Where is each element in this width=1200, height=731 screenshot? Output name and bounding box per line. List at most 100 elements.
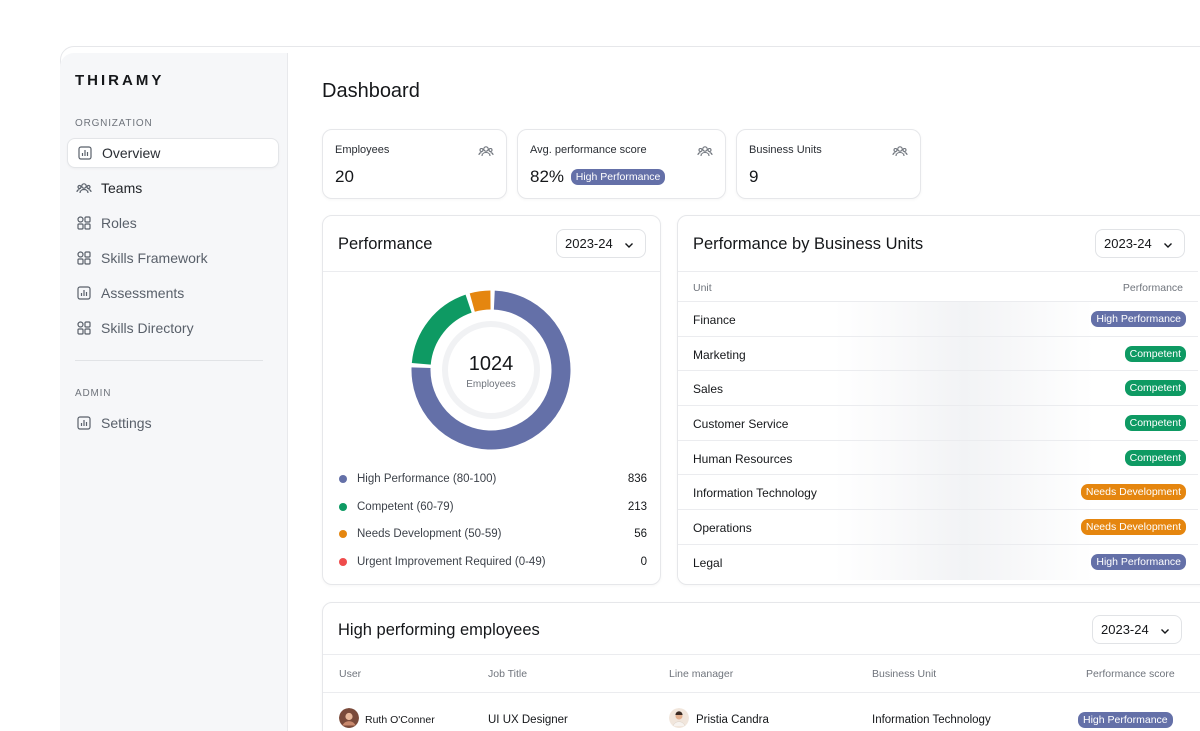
donut-center bbox=[442, 321, 540, 419]
status-badge: High Performance bbox=[1078, 712, 1173, 728]
sidebar-item-label: Overview bbox=[102, 145, 161, 161]
donut-segment-high-performance[interactable] bbox=[411, 290, 571, 450]
chart-icon bbox=[76, 415, 92, 431]
year-select-value: 2023-24 bbox=[1101, 622, 1149, 637]
column-header-user: User bbox=[339, 668, 362, 680]
table-row[interactable]: Customer Service Competent bbox=[678, 406, 1198, 441]
business-unit: Information Technology bbox=[872, 714, 991, 726]
year-select-value: 2023-24 bbox=[1104, 236, 1152, 251]
users-icon bbox=[892, 143, 908, 159]
year-select[interactable]: 2023-24 bbox=[1095, 229, 1185, 258]
business-units-table: Unit Performance Finance High Performanc… bbox=[678, 271, 1198, 580]
avatar[interactable] bbox=[669, 708, 689, 728]
status-badge: High Performance bbox=[1091, 311, 1186, 327]
legend-dot bbox=[339, 530, 347, 538]
sidebar-item-teams[interactable]: Teams bbox=[67, 173, 279, 203]
legend-count: 0 bbox=[640, 556, 647, 568]
sidebar-item-settings[interactable]: Settings bbox=[67, 408, 279, 438]
table-row[interactable]: Marketing Competent bbox=[678, 336, 1198, 372]
table-row[interactable]: Finance High Performance bbox=[678, 302, 1198, 337]
year-select-value: 2023-24 bbox=[565, 236, 613, 251]
legend-item-needs-development: Needs Development (50-59) 56 bbox=[339, 526, 647, 542]
status-badge: Needs Development bbox=[1080, 484, 1186, 501]
line-manager-name: Pristia Candra bbox=[696, 714, 769, 726]
status-badge: Competent bbox=[1124, 449, 1186, 466]
legend-count: 213 bbox=[627, 501, 647, 513]
section-label-organization: ORGNIZATION bbox=[75, 118, 153, 129]
sidebar-item-label: Settings bbox=[101, 415, 152, 431]
job-title: UI UX Designer bbox=[488, 714, 568, 726]
table-header: Unit Performance bbox=[678, 271, 1198, 302]
panel-divider bbox=[323, 271, 660, 272]
legend-item-urgent-improvement: Urgent Improvement Required (0-49) 0 bbox=[339, 554, 647, 570]
donut-total: 1024 bbox=[469, 353, 514, 375]
brand-logo[interactable]: THIRAMY bbox=[75, 72, 165, 89]
chart-icon bbox=[76, 285, 92, 301]
stat-value: 82% High Performance bbox=[530, 167, 666, 187]
unit-name: Sales bbox=[693, 382, 724, 397]
legend-dot bbox=[339, 475, 347, 483]
status-badge: Competent bbox=[1124, 345, 1186, 362]
table-header: User Job Title Line manager Business Uni… bbox=[323, 654, 1200, 693]
unit-name: Customer Service bbox=[693, 417, 789, 432]
donut-segment-competent[interactable] bbox=[411, 294, 472, 366]
sidebar-item-label: Skills Directory bbox=[101, 320, 194, 336]
legend-label: High Performance (80-100) bbox=[357, 473, 497, 485]
stat-card-employees: Employees 20 bbox=[322, 129, 507, 199]
table-row[interactable]: Ruth O'Conner UI UX Designer Pristia Can… bbox=[323, 693, 1200, 731]
table-row[interactable]: Operations Needs Development bbox=[678, 510, 1198, 545]
unit-name: Operations bbox=[693, 521, 752, 536]
chevron-down-icon bbox=[1162, 239, 1174, 251]
page-title: Dashboard bbox=[322, 80, 420, 102]
status-badge: Competent bbox=[1124, 380, 1186, 397]
section-label-admin: ADMIN bbox=[75, 388, 112, 399]
sidebar-item-overview[interactable]: Overview bbox=[67, 138, 279, 168]
stat-value: 20 bbox=[335, 167, 354, 186]
table-row[interactable]: Human Resources Competent bbox=[678, 440, 1198, 476]
legend-label: Urgent Improvement Required (0-49) bbox=[357, 556, 546, 568]
status-badge: Needs Development bbox=[1080, 519, 1186, 536]
column-header-line-manager: Line manager bbox=[669, 668, 734, 680]
year-select[interactable]: 2023-24 bbox=[556, 229, 646, 258]
column-header-job-title: Job Title bbox=[488, 668, 528, 680]
users-icon bbox=[697, 143, 713, 159]
panel-title: Performance bbox=[338, 235, 433, 253]
donut-segment-needs-development[interactable] bbox=[469, 290, 491, 312]
unit-name: Legal bbox=[693, 555, 723, 570]
chevron-down-icon bbox=[1159, 625, 1171, 637]
sidebar-item-assessments[interactable]: Assessments bbox=[67, 278, 279, 308]
unit-name: Marketing bbox=[693, 347, 746, 362]
high-performing-employees-panel: High performing employees 2023-24 User J… bbox=[322, 602, 1200, 731]
stat-card-avg-performance: Avg. performance score 82% High Performa… bbox=[517, 129, 726, 199]
column-header-performance: Performance bbox=[1122, 282, 1183, 294]
sidebar-item-roles[interactable]: Roles bbox=[67, 208, 279, 238]
table-row[interactable]: Legal High Performance bbox=[678, 544, 1198, 580]
business-units-panel: Performance by Business Units 2023-24 Un… bbox=[677, 215, 1200, 585]
unit-name: Information Technology bbox=[693, 486, 817, 501]
legend-item-high-performance: High Performance (80-100) 836 bbox=[339, 471, 647, 487]
grid-icon bbox=[76, 250, 92, 266]
panel-title: High performing employees bbox=[338, 621, 540, 639]
stat-value-number: 82% bbox=[530, 167, 565, 186]
year-select[interactable]: 2023-24 bbox=[1092, 615, 1182, 644]
donut-total-label: Employees bbox=[466, 379, 515, 390]
sidebar-item-label: Teams bbox=[101, 180, 143, 196]
legend-count: 836 bbox=[627, 473, 647, 485]
table-row[interactable]: Information Technology Needs Development bbox=[678, 475, 1198, 511]
users-icon bbox=[478, 143, 494, 159]
sidebar-item-skills-directory[interactable]: Skills Directory bbox=[67, 313, 279, 343]
table-row[interactable]: Sales Competent bbox=[678, 371, 1198, 407]
sidebar-item-label: Roles bbox=[101, 215, 137, 231]
sidebar-item-skills-framework[interactable]: Skills Framework bbox=[67, 243, 279, 273]
status-badge: High Performance bbox=[570, 169, 666, 185]
column-header-business-unit: Business Unit bbox=[872, 668, 937, 680]
legend-item-competent: Competent (60-79) 213 bbox=[339, 499, 647, 515]
legend-count: 56 bbox=[634, 528, 647, 540]
status-badge: High Performance bbox=[1091, 553, 1186, 570]
avatar[interactable] bbox=[339, 708, 359, 728]
panel-title: Performance by Business Units bbox=[693, 235, 924, 253]
chevron-down-icon bbox=[623, 239, 635, 251]
unit-name: Finance bbox=[693, 313, 736, 327]
column-header-performance-score: Performance score bbox=[1086, 668, 1175, 680]
legend-label: Needs Development (50-59) bbox=[357, 528, 502, 540]
